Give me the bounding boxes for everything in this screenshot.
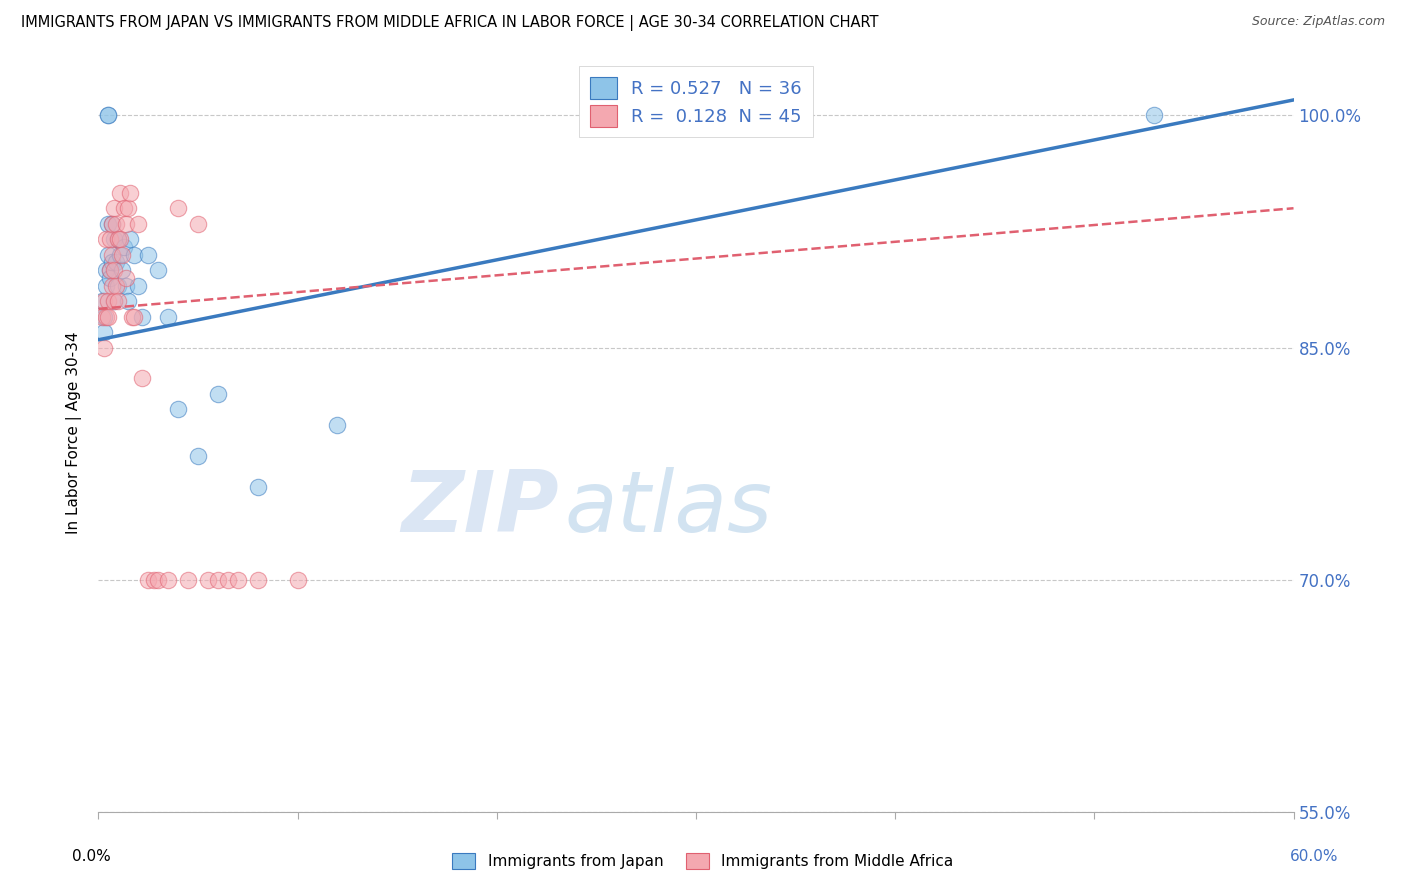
- Point: [127, 217, 149, 231]
- Point: [120, 232, 142, 246]
- Point: [207, 387, 229, 401]
- Text: 60.0%: 60.0%: [1291, 849, 1339, 864]
- Point: [96, 232, 118, 246]
- Text: ZIP: ZIP: [401, 467, 558, 550]
- Point: [127, 278, 149, 293]
- Point: [136, 573, 159, 587]
- Point: [157, 573, 180, 587]
- Point: [110, 232, 132, 246]
- Point: [97, 108, 120, 122]
- Point: [187, 449, 209, 463]
- Point: [1143, 108, 1166, 122]
- Text: 0.0%: 0.0%: [72, 849, 111, 864]
- Point: [101, 255, 124, 269]
- Point: [131, 310, 153, 324]
- Point: [124, 310, 146, 324]
- Point: [124, 248, 146, 262]
- Y-axis label: In Labor Force | Age 30-34: In Labor Force | Age 30-34: [66, 331, 83, 534]
- Point: [157, 310, 180, 324]
- Point: [115, 217, 138, 231]
- Point: [105, 217, 128, 231]
- Point: [115, 271, 138, 285]
- Point: [98, 271, 122, 285]
- Point: [96, 310, 118, 324]
- Point: [107, 232, 129, 246]
- Point: [101, 217, 124, 231]
- Point: [246, 480, 269, 494]
- Point: [167, 402, 190, 417]
- Point: [217, 573, 239, 587]
- Point: [97, 310, 120, 324]
- Point: [115, 278, 138, 293]
- Point: [167, 201, 190, 215]
- Point: [98, 232, 122, 246]
- Point: [107, 294, 129, 309]
- Point: [136, 248, 159, 262]
- Point: [385, 836, 409, 850]
- Point: [101, 217, 124, 231]
- Point: [98, 263, 122, 277]
- Point: [326, 417, 349, 432]
- Point: [117, 201, 139, 215]
- Point: [148, 263, 170, 277]
- Point: [91, 294, 114, 309]
- Point: [110, 186, 132, 200]
- Point: [112, 240, 135, 254]
- Point: [103, 294, 125, 309]
- Point: [101, 248, 124, 262]
- Point: [93, 325, 115, 339]
- Text: Source: ZipAtlas.com: Source: ZipAtlas.com: [1251, 15, 1385, 29]
- Point: [131, 371, 153, 385]
- Point: [96, 278, 118, 293]
- Point: [97, 294, 120, 309]
- Point: [93, 310, 115, 324]
- Point: [103, 201, 125, 215]
- Legend: Immigrants from Japan, Immigrants from Middle Africa: Immigrants from Japan, Immigrants from M…: [446, 847, 960, 875]
- Text: atlas: atlas: [565, 467, 772, 550]
- Point: [246, 573, 269, 587]
- Point: [105, 255, 128, 269]
- Point: [107, 278, 129, 293]
- Point: [143, 573, 166, 587]
- Point: [103, 294, 125, 309]
- Point: [148, 573, 170, 587]
- Point: [120, 186, 142, 200]
- Point: [91, 310, 114, 324]
- Point: [121, 310, 143, 324]
- Point: [93, 341, 115, 355]
- Point: [110, 248, 132, 262]
- Point: [101, 278, 124, 293]
- Point: [93, 294, 115, 309]
- Point: [197, 573, 219, 587]
- Point: [98, 263, 122, 277]
- Point: [111, 263, 134, 277]
- Point: [287, 573, 309, 587]
- Point: [97, 217, 120, 231]
- Point: [112, 201, 135, 215]
- Point: [226, 573, 249, 587]
- Point: [117, 294, 139, 309]
- Point: [207, 573, 229, 587]
- Point: [103, 263, 125, 277]
- Point: [103, 232, 125, 246]
- Point: [96, 263, 118, 277]
- Point: [97, 108, 120, 122]
- Point: [187, 217, 209, 231]
- Point: [111, 248, 134, 262]
- Point: [97, 248, 120, 262]
- Text: IMMIGRANTS FROM JAPAN VS IMMIGRANTS FROM MIDDLE AFRICA IN LABOR FORCE | AGE 30-3: IMMIGRANTS FROM JAPAN VS IMMIGRANTS FROM…: [21, 15, 879, 31]
- Point: [177, 573, 200, 587]
- Point: [105, 278, 128, 293]
- Point: [107, 232, 129, 246]
- Legend: R = 0.527   N = 36, R =  0.128  N = 45: R = 0.527 N = 36, R = 0.128 N = 45: [579, 66, 813, 137]
